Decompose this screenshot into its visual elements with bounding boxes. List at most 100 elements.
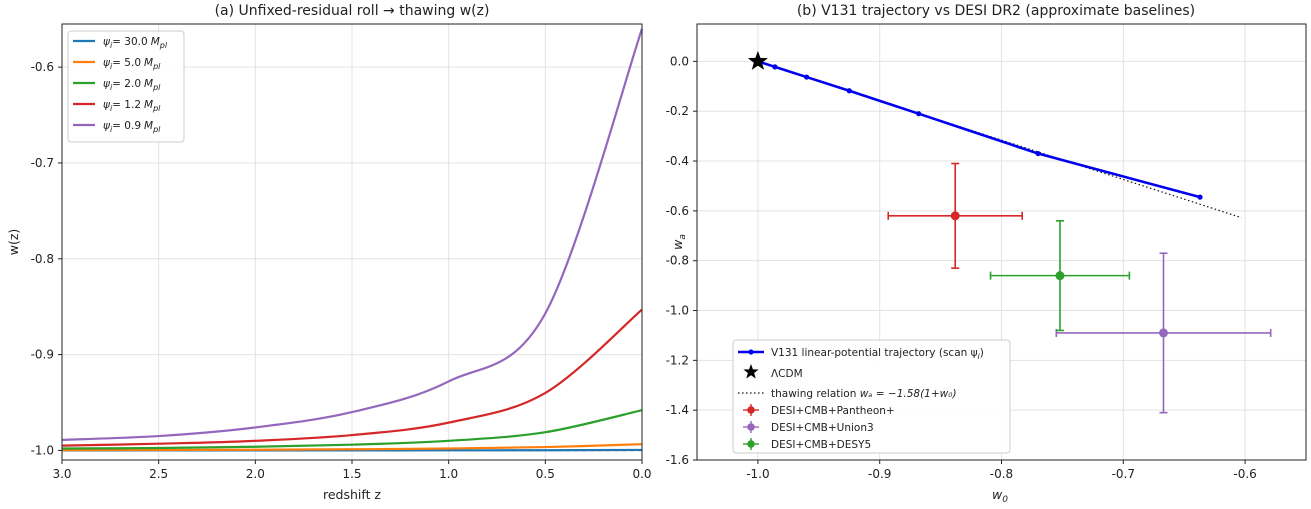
panel-a-legend-text-part: i [110, 125, 113, 134]
panel-a-legend-text-part: = 30.0 [112, 36, 148, 48]
panel-a-legend-text-part: ψ [103, 57, 111, 69]
legend-lcdm-label: ΛCDM [771, 368, 803, 380]
panel-b-ticks: -1.0 -0.9 -0.8 -0.7 -0.6 0.0 -0.2 -0.4 -0.6 -0.8 -… [666, 54, 1257, 481]
trajectory-point [1035, 150, 1041, 157]
trajectory-point [846, 88, 852, 94]
panel-a-legend-text-part: pl [152, 83, 161, 92]
panel-a-legend-text-part: i [110, 104, 113, 113]
panel-a-legend-text-part: M [144, 99, 153, 111]
panel-a-legend-label-1: ψi= 5.0 Mpl [103, 57, 161, 71]
panel-a-y-tick-label: -0.6 [31, 60, 54, 74]
panel-a-ticks: 3.0 2.5 2.0 1.5 1.0 0.5 0.0 -1.0 -0.9 -0.8 -0.7 -0.… [31, 60, 652, 481]
data-point-2 [1055, 271, 1065, 281]
trajectory-point [772, 64, 778, 70]
panel-b-y-tick-label: -0.8 [666, 254, 689, 268]
legend-point-label-1: DESI+CMB+Union3 [771, 422, 874, 434]
panel-a-legend-label-2: ψi= 2.0 Mpl [103, 78, 161, 92]
panel-a-legend-text-part: i [110, 41, 113, 50]
panel-a-y-tick-label: -1.0 [31, 443, 54, 457]
legend-trajectory-sub: i [978, 352, 981, 361]
panel-a-legend-text-part: pl [159, 41, 168, 50]
panel-a-x-tick-label: 0.5 [536, 467, 555, 481]
legend-point-marker-0 [747, 406, 755, 414]
panel-a-y-tick-label: -0.9 [31, 348, 54, 362]
panel-b-y-tick-label: -1.4 [666, 403, 689, 417]
panel-b-title: (b) V131 trajectory vs DESI DR2 (approxi… [797, 3, 1195, 19]
trajectory-line [757, 60, 1201, 199]
panel-a-legend-text-part: = 5.0 [112, 57, 141, 69]
panel-a-legend-label-0: ψi= 30.0 Mpl [103, 36, 168, 50]
trajectory-point [1197, 194, 1203, 200]
panel-b-ylabel: wa [670, 234, 688, 250]
panel-b-y-tick-label: -1.2 [666, 353, 689, 367]
panel-b-xlabel: w0 [992, 487, 1008, 505]
legend-point-label-0: DESI+CMB+Pantheon+ [771, 405, 895, 417]
panel-a-legend-text-part: i [110, 62, 113, 71]
panel-a-legend-text-part: ψ [103, 120, 111, 132]
panel-a-xlabel: redshift z [323, 487, 381, 502]
panel-b-x-tick-label: -0.6 [1233, 467, 1256, 481]
panel-a-legend-text-part: M [151, 36, 160, 48]
panel-a-legend-text-part: pl [152, 125, 161, 134]
panel-a-x-tick-label: 1.5 [342, 467, 361, 481]
data-point-0 [950, 211, 960, 221]
panel-a-legend-box [67, 30, 185, 143]
panel-a-legend-text-part: ψ [103, 36, 111, 48]
panel-a-legend-label-3: ψi= 1.2 Mpl [103, 99, 161, 113]
legend-trajectory-dot [748, 349, 754, 355]
legend-point-marker-1 [747, 423, 755, 431]
legend-thawing-math: wₐ = −1.58(1+w₀) [860, 388, 957, 400]
legend-thawing-text: thawing relation [771, 388, 860, 400]
panel-a-legend-label-4: ψi= 0.9 Mpl [103, 120, 161, 134]
panel-a-legend-text-part: M [144, 120, 153, 132]
panel-a-series-line-1 [61, 443, 643, 452]
panel-a-legend-text-part: = 0.9 [112, 120, 141, 132]
panel-a-legend-text-part: ψ [103, 99, 111, 111]
panel-a-series-lines [61, 28, 644, 452]
trajectory-point [804, 74, 810, 80]
panel-a-legend-text-part: M [144, 57, 153, 69]
panel-b-x-tick-label: -0.7 [1112, 467, 1135, 481]
panel-a-legend-text-part: M [144, 78, 153, 90]
panel-b-chart: (b) V131 trajectory vs DESI DR2 (approxi… [666, 3, 1307, 505]
panel-a-x-tick-label: 2.0 [246, 467, 265, 481]
panel-b-gridlines [697, 24, 1306, 461]
panel-b-legend-box [732, 339, 1011, 454]
data-point-1 [1158, 328, 1168, 338]
panel-b-y-tick-label: 0.0 [670, 54, 689, 68]
panel-a-x-tick-label: 0.0 [632, 467, 651, 481]
legend-trajectory-text: V131 linear-potential trajectory (scan ψ [771, 347, 978, 359]
panel-b-marks [747, 50, 1272, 414]
panel-b-x-tick-label: -1.0 [746, 467, 769, 481]
legend-lcdm-swatch [743, 364, 759, 379]
panel-a-x-tick-label: 2.5 [149, 467, 168, 481]
panel-a-legend-text-part: = 1.2 [112, 99, 141, 111]
panel-b-legend: V131 linear-potential trajectory (scan ψ… [732, 339, 1011, 454]
panel-b-y-tick-label: -1.6 [666, 453, 689, 467]
panel-b-y-tick-label: -0.6 [666, 204, 689, 218]
panel-b-x-tick-label: -0.9 [868, 467, 891, 481]
legend-trajectory-label: V131 linear-potential trajectory (scan ψ… [771, 347, 984, 361]
panel-a-title: (a) Unfixed-residual roll → thawing w(z) [215, 3, 490, 19]
panel-b-y-tick-label: -1.0 [666, 304, 689, 318]
panel-a-x-tick-label: 3.0 [52, 467, 71, 481]
panel-a-y-tick-label: -0.7 [31, 156, 54, 170]
panel-b-y-tick-label: -0.4 [666, 154, 689, 168]
legend-point-label-2: DESI+CMB+DESY5 [771, 439, 871, 451]
panel-b-y-tick-label: -0.2 [666, 104, 689, 118]
panel-a-legend-text-part: = 2.0 [112, 78, 141, 90]
legend-trajectory-end: ) [980, 347, 984, 359]
panel-a-legend-text-part: ψ [103, 78, 111, 90]
lcdm-star-marker [747, 50, 768, 70]
panel-a-legend-text-part: pl [152, 62, 161, 71]
panel-a-ylabel: w(z) [6, 229, 21, 256]
panel-b-x-tick-label: -0.8 [990, 467, 1013, 481]
panel-a-legend-text-part: i [110, 83, 113, 92]
panel-a-series-line-4 [61, 28, 644, 441]
panel-a-y-tick-label: -0.8 [31, 252, 54, 266]
legend-thawing-label: thawing relation wₐ = −1.58(1+w₀) [771, 388, 957, 400]
panel-a-x-tick-label: 1.0 [439, 467, 458, 481]
trajectory-point [916, 111, 922, 117]
